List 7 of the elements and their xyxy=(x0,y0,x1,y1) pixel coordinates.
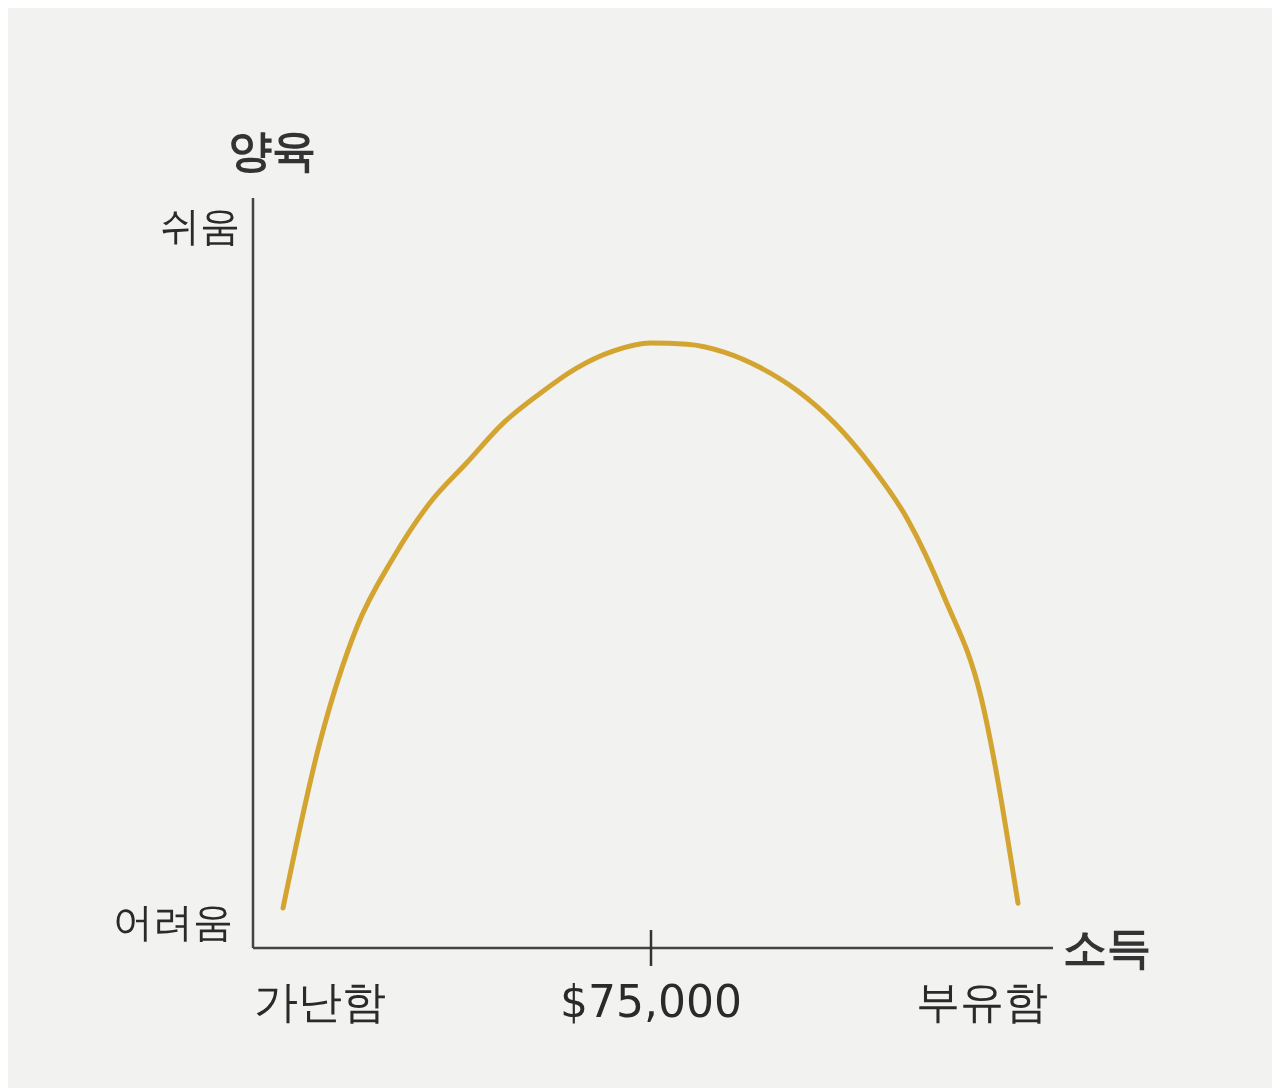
y-axis-title: 양육 xyxy=(228,125,316,176)
text: 어려움 xyxy=(113,899,233,945)
text: 쉬움 xyxy=(160,203,240,249)
x-tick-label: $75,000 xyxy=(560,976,742,1028)
x-tick-label: 가난함 xyxy=(254,976,387,1028)
x-axis-title: 소득 xyxy=(1063,922,1151,973)
x-tick-label: 부유함 xyxy=(915,976,1048,1028)
